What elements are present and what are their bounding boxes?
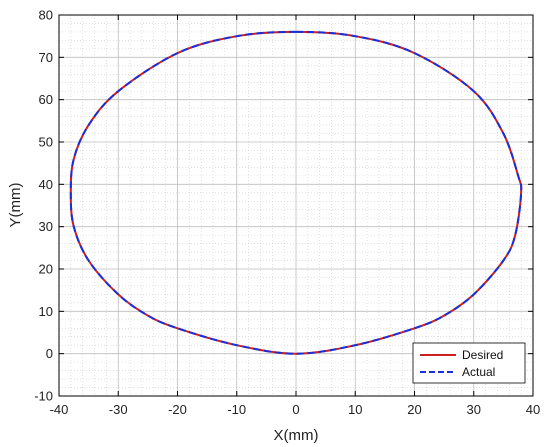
x-tick-label: 0	[292, 402, 299, 417]
x-tick-label: -20	[168, 402, 187, 417]
x-tick-label: 30	[467, 402, 481, 417]
x-tick-label: 10	[348, 402, 362, 417]
x-tick-label: -30	[109, 402, 128, 417]
y-tick-label: 70	[39, 50, 53, 65]
y-tick-label: 20	[39, 262, 53, 277]
legend: Desired Actual	[412, 342, 526, 384]
y-tick-labels: -10 0 10 20 30 40 50 60 70 80	[34, 8, 53, 404]
y-tick-label: 80	[39, 8, 53, 23]
y-tick-label: 60	[39, 92, 53, 107]
x-tick-label: -40	[50, 402, 69, 417]
y-tick-label: 0	[46, 346, 53, 361]
y-tick-label: 40	[39, 177, 53, 192]
legend-label-actual: Actual	[462, 365, 495, 379]
x-tick-label: 40	[526, 402, 540, 417]
y-tick-label: 10	[39, 304, 53, 319]
y-tick-label: 30	[39, 219, 53, 234]
x-tick-label: -10	[227, 402, 246, 417]
x-axis-label: X(mm)	[274, 427, 319, 444]
legend-box	[412, 342, 526, 384]
y-tick-label: -10	[34, 389, 53, 404]
y-axis-label: Y(mm)	[7, 183, 24, 228]
tick-marks	[58, 14, 534, 397]
series-layer	[69, 30, 523, 355]
x-tick-labels: -40 -30 -20 -10 0 10 20 30 40	[50, 402, 541, 417]
x-tick-label: 20	[407, 402, 421, 417]
legend-label-desired: Desired	[462, 348, 503, 362]
series-line-actual	[69, 30, 523, 355]
y-tick-label: 50	[39, 135, 53, 150]
